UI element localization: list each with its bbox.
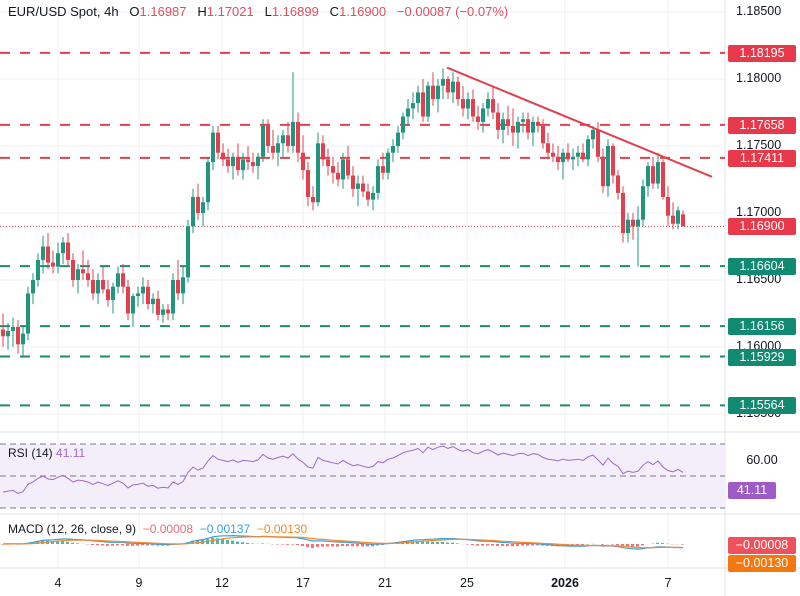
- descending-trendline: [446, 66, 713, 178]
- chart-header: EUR/USD Spot, 4h O1.16987 H1.17021 L1.16…: [8, 4, 509, 19]
- rsi-axis-label: 60.00: [746, 453, 778, 467]
- low-value: 1.16899: [271, 4, 319, 19]
- price-tick: 1.17000: [736, 205, 782, 219]
- price-level-tag: 1.16900: [728, 218, 796, 236]
- time-tick: 12: [215, 576, 229, 590]
- rsi-value: 41.11: [56, 446, 86, 460]
- rsi-legend: RSI (14) 41.11: [8, 446, 86, 460]
- price-tick: 1.16500: [736, 272, 782, 286]
- price-level-tag: 1.15929: [728, 348, 796, 366]
- time-tick: 4: [54, 576, 62, 590]
- price-level-tag: 1.16156: [728, 318, 796, 336]
- price-level-tag: 1.16604: [728, 258, 796, 276]
- macd-hist-tag: −0.00008: [728, 537, 796, 554]
- macd-hist-value: −0.00008: [142, 522, 194, 536]
- time-tick: 9: [135, 576, 143, 590]
- macd-signal-value: −0.00130: [256, 522, 308, 536]
- change-value: −0.00087 (−0.07%): [396, 4, 509, 19]
- price-level-tag: 1.18195: [728, 44, 796, 62]
- price-level-tag: 1.15564: [728, 397, 796, 415]
- time-tick: 17: [296, 576, 310, 590]
- macd-signal-tag: −0.00130: [728, 555, 796, 572]
- time-tick: 7: [664, 576, 672, 590]
- rsi-value-tag: 41.11: [728, 482, 776, 499]
- candlesticks: [1, 68, 685, 358]
- price-tick: 1.17500: [736, 138, 782, 152]
- time-tick: 25: [460, 576, 474, 590]
- price-tick: 1.18000: [736, 71, 782, 85]
- open-value: 1.16987: [139, 4, 187, 19]
- rsi-pane: [0, 443, 725, 509]
- macd-pane: [1, 534, 684, 550]
- support-resistance-levels: [0, 51, 725, 407]
- high-value: 1.17021: [206, 4, 254, 19]
- macd-line-value: −0.00137: [199, 522, 251, 536]
- price-level-tag: 1.17658: [728, 116, 796, 134]
- symbol-label: EUR/USD Spot, 4h: [8, 4, 119, 19]
- price-level-tag: 1.17411: [728, 149, 796, 167]
- price-tick: 1.18500: [736, 4, 782, 18]
- macd-legend: MACD (12, 26, close, 9) −0.00008 −0.0013…: [8, 522, 308, 536]
- time-tick: 21: [378, 576, 392, 590]
- close-value: 1.16900: [339, 4, 387, 19]
- time-tick: 2026: [551, 576, 579, 590]
